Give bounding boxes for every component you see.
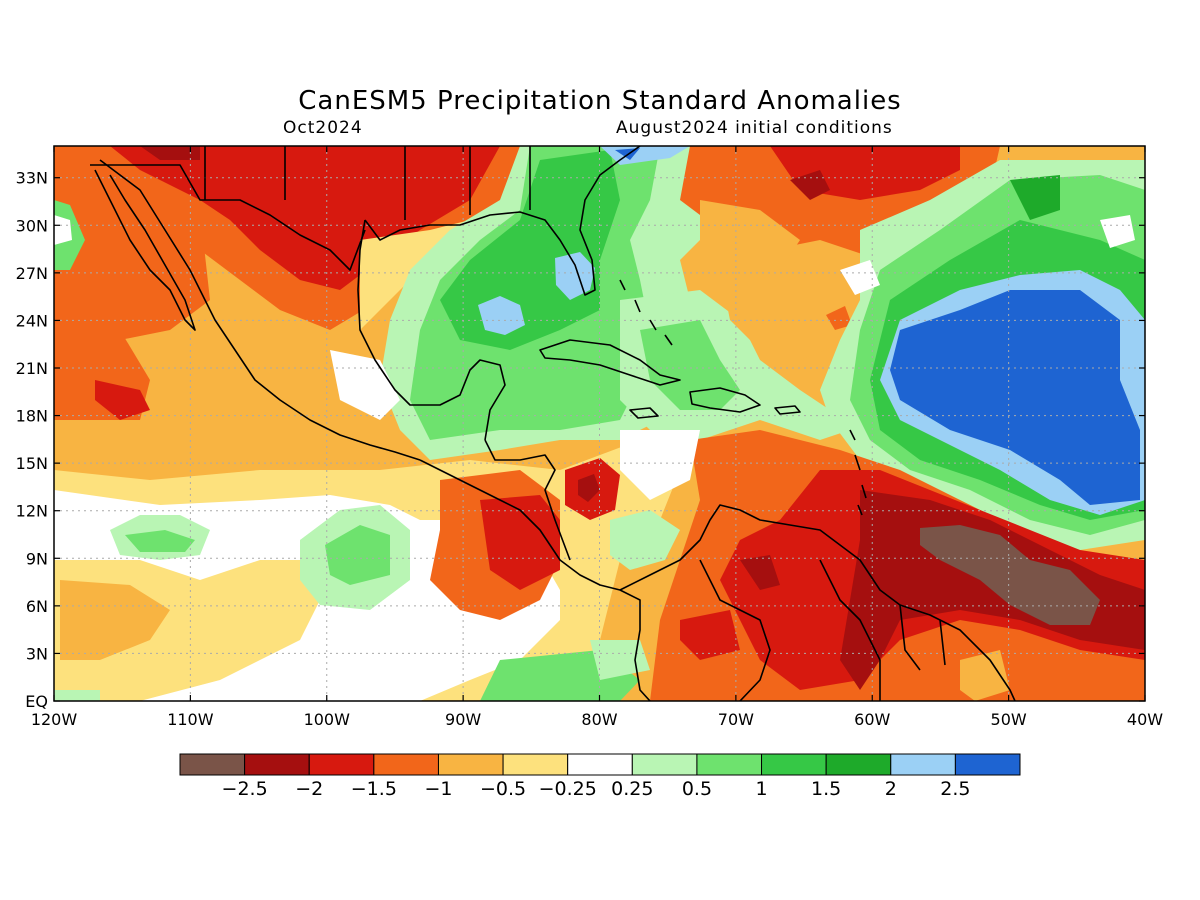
- lat-label: 15N: [16, 454, 48, 473]
- colorbar-swatch: [502, 753, 569, 776]
- colorbar-swatch: [437, 753, 504, 776]
- colorbar-swatch: [308, 753, 375, 776]
- lon-label: 50W: [991, 710, 1027, 729]
- colorbar-label: 0.5: [682, 778, 712, 800]
- anomaly-shading: [54, 146, 1145, 701]
- lat-label: 18N: [16, 407, 48, 426]
- colorbar-label: −2: [295, 778, 323, 800]
- lat-label: 12N: [16, 502, 48, 521]
- lat-label: 27N: [16, 264, 48, 283]
- lat-label: 30N: [16, 216, 48, 235]
- colorbar: [179, 753, 1021, 776]
- colorbar-labels: −2.5 −2 −1.5 −1 −0.5 −0.25 0.25 0.5 1 1.5 2 2.5: [222, 778, 971, 800]
- lat-label: EQ: [25, 692, 48, 711]
- lon-label: 40W: [1127, 710, 1163, 729]
- colorbar-label: −1.5: [351, 778, 397, 800]
- colorbar-swatch: [631, 753, 698, 776]
- lat-label: 6N: [26, 597, 48, 616]
- colorbar-swatch: [696, 753, 763, 776]
- colorbar-label: −1: [424, 778, 452, 800]
- axis-ticks: [53, 146, 1146, 702]
- latitude-labels: 33N 30N 27N 24N 21N 18N 15N 12N 9N 6N 3N EQ: [16, 169, 48, 711]
- graticule: [54, 146, 1145, 701]
- map-title: CanESM5 Precipitation Standard Anomalies: [298, 86, 902, 116]
- colorbar-label: −0.5: [480, 778, 526, 800]
- colorbar-swatch: [179, 753, 246, 776]
- coastlines: [90, 146, 1016, 701]
- lon-label: 60W: [854, 710, 890, 729]
- lon-label: 70W: [718, 710, 754, 729]
- colorbar-label: 2.5: [940, 778, 970, 800]
- colorbar-label: 0.25: [611, 778, 653, 800]
- lon-label: 80W: [581, 710, 617, 729]
- lon-label: 120W: [31, 710, 78, 729]
- colorbar-label: −0.25: [539, 778, 597, 800]
- colorbar-label: 1.5: [811, 778, 841, 800]
- lat-label: 3N: [26, 644, 48, 663]
- lat-label: 9N: [26, 549, 48, 568]
- colorbar-swatch: [244, 753, 310, 776]
- longitude-labels: 120W 110W 100W 90W 80W 70W 60W 50W 40W: [31, 710, 1163, 729]
- colorbar-swatch: [567, 753, 633, 776]
- colorbar-label: 2: [885, 778, 897, 800]
- lat-label: 24N: [16, 311, 48, 330]
- lon-label: 110W: [167, 710, 214, 729]
- lon-label: 90W: [445, 710, 481, 729]
- colorbar-label: −2.5: [222, 778, 268, 800]
- lon-label: 100W: [304, 710, 351, 729]
- lat-label: 33N: [16, 169, 48, 188]
- colorbar-swatch: [954, 753, 1021, 776]
- init-conditions-label: August2024 initial conditions: [616, 118, 893, 138]
- valid-month-label: Oct2024: [283, 118, 363, 138]
- colorbar-swatch: [373, 753, 439, 776]
- colorbar-swatch: [761, 753, 827, 776]
- colorbar-label: 1: [755, 778, 767, 800]
- colorbar-swatch: [890, 753, 956, 776]
- colorbar-swatch: [825, 753, 892, 776]
- lat-label: 21N: [16, 359, 48, 378]
